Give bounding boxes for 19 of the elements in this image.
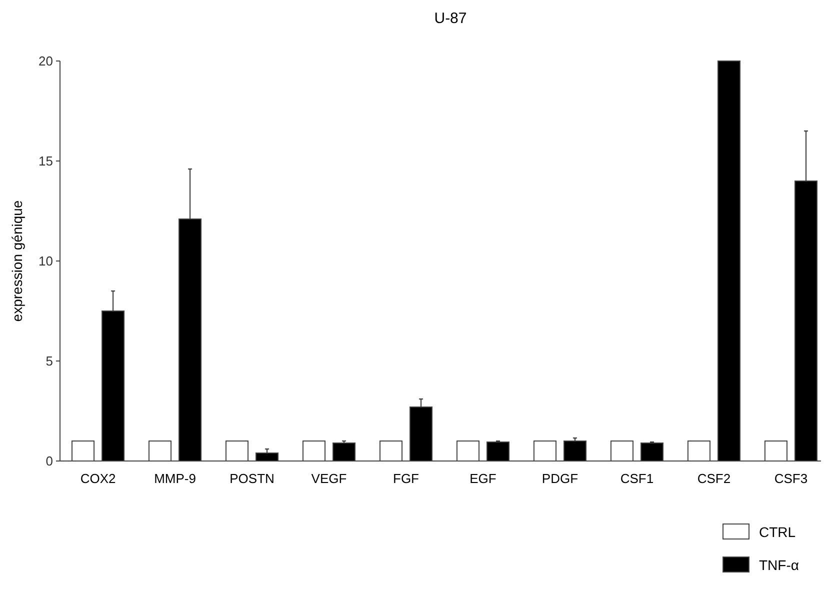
x-tick-label: MMP-9 xyxy=(154,471,196,486)
y-axis-title: expression génique xyxy=(9,200,25,322)
y-tick-label: 20 xyxy=(38,54,53,69)
x-tick-label: PDGF xyxy=(542,471,578,486)
x-tick-label: VEGF xyxy=(311,471,347,486)
x-tick-label: COX2 xyxy=(80,471,116,486)
x-tick-label: FGF xyxy=(393,471,420,486)
chart-title: U-87 xyxy=(434,10,467,27)
x-tick-label: EGF xyxy=(470,471,496,486)
y-tick-label: 0 xyxy=(46,454,53,469)
legend-label: TNF-α xyxy=(759,556,799,573)
x-tick-label: CSF3 xyxy=(774,471,808,486)
legend-label: CTRL xyxy=(759,524,796,540)
x-tick-label: POSTN xyxy=(230,471,274,486)
x-tick-label: CSF2 xyxy=(697,471,731,486)
y-tick-label: 5 xyxy=(46,354,53,369)
x-tick-label: CSF1 xyxy=(620,471,654,486)
y-tick-label: 10 xyxy=(38,254,53,269)
y-tick-label: 15 xyxy=(38,154,53,169)
